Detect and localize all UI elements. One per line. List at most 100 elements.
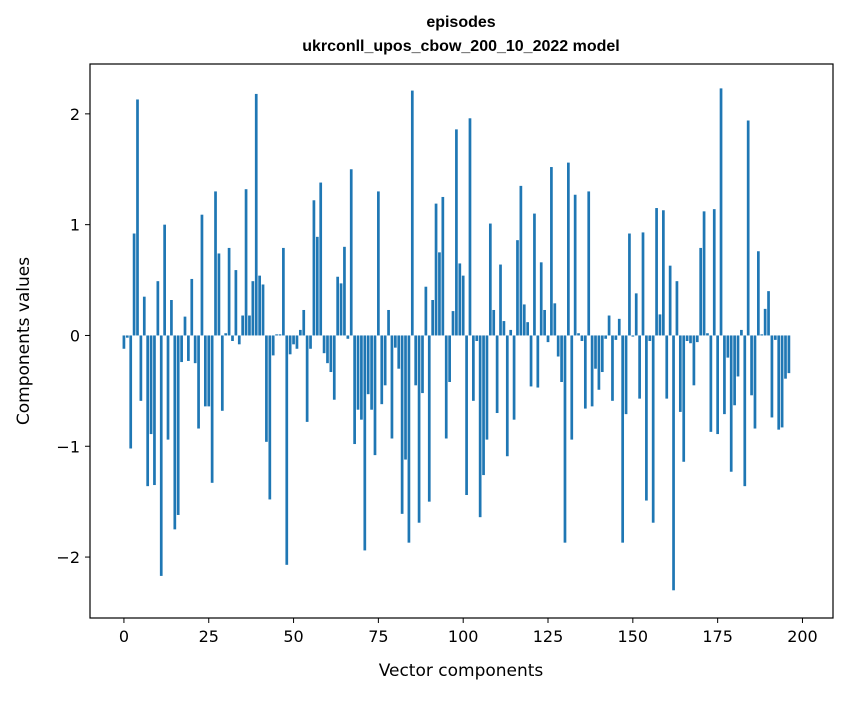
bar-158: [658, 314, 662, 336]
bar-194: [780, 335, 784, 428]
bar-162: [672, 335, 675, 591]
bar-182: [740, 329, 743, 336]
x-axis-label: Vector components: [379, 661, 544, 681]
bar-130: [563, 335, 567, 543]
bar-83: [404, 335, 407, 460]
bar-33: [234, 270, 238, 336]
bar-168: [692, 335, 696, 386]
bar-25: [207, 335, 211, 407]
bar-91: [431, 300, 435, 336]
bar-139: [594, 335, 597, 369]
bar-104: [475, 335, 479, 341]
bar-68: [353, 335, 356, 445]
bars-layer: [122, 88, 791, 591]
bar-73: [370, 335, 373, 410]
bar-61: [329, 335, 333, 373]
y-tick-label: 0: [70, 326, 80, 345]
bar-124: [543, 309, 546, 336]
bar-37: [248, 315, 251, 336]
bar-128: [556, 335, 560, 357]
bar-18: [183, 316, 187, 336]
x-tick-label: 50: [283, 627, 303, 646]
bar-111: [499, 264, 502, 336]
bar-115: [512, 335, 516, 420]
bar-56: [312, 200, 316, 336]
bar-101: [465, 335, 468, 496]
bar-153: [641, 232, 645, 336]
bar-195: [784, 335, 787, 379]
bar-35: [241, 315, 245, 336]
bar-169: [695, 335, 699, 343]
bar-122: [536, 335, 540, 388]
bar-26: [210, 335, 214, 483]
bar-46: [278, 334, 282, 336]
bar-3: [132, 233, 136, 336]
x-tick-label: 150: [618, 627, 649, 646]
bar-54: [305, 335, 309, 422]
bar-108: [488, 223, 492, 336]
bar-19: [187, 335, 190, 361]
x-tick-label: 0: [119, 627, 129, 646]
bar-106: [482, 335, 485, 476]
bar-112: [502, 321, 506, 336]
bar-105: [478, 335, 482, 518]
bar-119: [526, 322, 530, 336]
bar-164: [678, 335, 682, 412]
bar-145: [614, 335, 618, 340]
bar-191: [770, 335, 774, 418]
bar-23: [200, 214, 204, 336]
x-tick-label: 200: [787, 627, 818, 646]
bar-9: [153, 335, 156, 486]
bar-187: [757, 251, 760, 336]
bar-116: [516, 240, 519, 336]
bar-81: [397, 335, 401, 369]
bar-10: [156, 281, 160, 336]
bar-29: [220, 335, 224, 411]
bar-16: [176, 335, 180, 515]
bar-185: [750, 335, 753, 396]
bar-45: [275, 334, 278, 336]
bar-80: [393, 335, 397, 348]
bar-127: [553, 303, 557, 336]
y-axis-label: Components values: [14, 257, 34, 425]
bar-174: [712, 209, 716, 336]
bar-149: [628, 233, 631, 336]
bar-148: [624, 335, 628, 415]
bar-99: [458, 263, 462, 336]
bar-109: [492, 309, 496, 336]
bar-36: [244, 189, 248, 336]
bar-5: [139, 335, 143, 401]
y-tick-label: −2: [56, 548, 80, 567]
bar-186: [753, 335, 757, 429]
bar-157: [655, 208, 658, 336]
bar-151: [634, 293, 638, 336]
bar-131: [567, 162, 570, 336]
bar-50: [292, 335, 295, 345]
bar-126: [550, 167, 553, 336]
bar-152: [638, 335, 641, 399]
bar-159: [662, 210, 665, 336]
bar-118: [522, 304, 526, 336]
bar-102: [468, 118, 472, 336]
bar-44: [271, 335, 275, 356]
bar-129: [560, 335, 563, 382]
bar-22: [197, 335, 200, 429]
bar-132: [570, 335, 574, 440]
y-axis-ticks: −2 −1 0 1 2: [56, 105, 90, 567]
bar-97: [451, 311, 455, 336]
x-axis-ticks: 0 25 50 75 100 125 150 175 200: [119, 618, 818, 646]
bar-160: [665, 335, 669, 399]
bar-146: [617, 318, 621, 336]
bar-31: [227, 247, 231, 336]
x-tick-label: 75: [368, 627, 388, 646]
bar-179: [729, 335, 733, 472]
bar-28: [217, 253, 221, 336]
bar-120: [529, 335, 533, 387]
bar-173: [709, 335, 713, 432]
bar-171: [702, 211, 706, 336]
bar-176: [719, 88, 723, 336]
x-tick-label: 175: [702, 627, 733, 646]
bar-147: [621, 335, 625, 543]
bar-2: [129, 335, 133, 449]
